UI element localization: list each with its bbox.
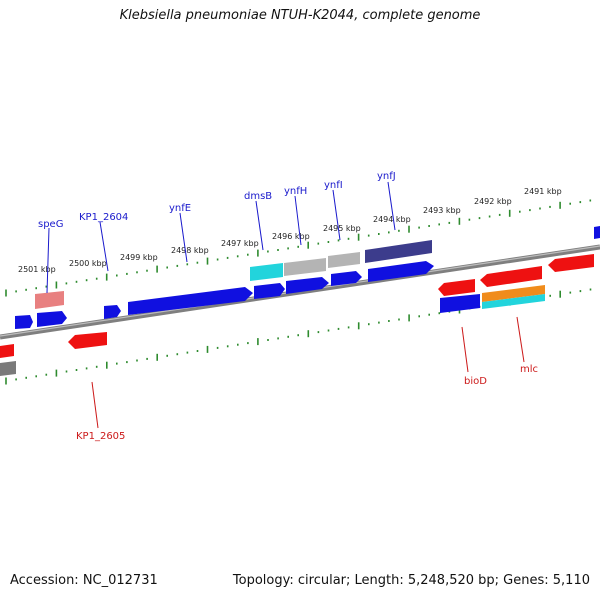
gene-red-arrow[interactable] (548, 254, 594, 272)
gene-silver-box-ynfI[interactable] (328, 252, 360, 268)
leader-ynfJ (387, 181, 396, 231)
gene-label-ynfH[interactable]: ynfH (284, 186, 307, 197)
map-title: Klebsiella pneumoniae NTUH-K2044, comple… (119, 8, 481, 23)
gene-silver-box-ynfH[interactable] (284, 258, 326, 276)
genome-summary-text: Topology: circular; Length: 5,248,520 bp… (232, 573, 590, 588)
scale-label-2499: 2499 kbp (120, 253, 158, 262)
gene-label-bioD[interactable]: bioD (464, 376, 487, 387)
gene-red-arrow[interactable] (480, 266, 542, 287)
gene-blue-arrow[interactable] (286, 277, 329, 294)
scale-label-2494: 2494 kbp (373, 215, 411, 224)
scale-label-2496: 2496 kbp (272, 232, 310, 241)
scale-labels: 2501 kbp 2500 kbp 2499 kbp 2498 kbp 2497… (18, 187, 562, 274)
reverse-genes (0, 254, 594, 376)
scale-label-2501: 2501 kbp (18, 265, 56, 274)
gene-blue-arrow[interactable] (104, 305, 121, 319)
label-leaders (46, 181, 525, 429)
leader-dmsB (255, 200, 264, 251)
leader-mlc (516, 316, 525, 363)
gene-blue-arrow[interactable] (331, 271, 362, 286)
gene-red-arrow-KP1_2605[interactable] (68, 332, 107, 349)
gene-label-speG[interactable]: speG (38, 219, 63, 230)
gene-label-ynfI[interactable]: ynfI (324, 180, 343, 191)
gene-blue-arrow[interactable] (15, 315, 33, 329)
gene-labels: speG KP1_2604 ynfE dmsB ynfH ynfI ynfJ b… (38, 171, 538, 442)
scale-label-2491: 2491 kbp (524, 187, 562, 196)
gene-red-arrow[interactable] (438, 279, 475, 296)
lower-tick-track (5, 288, 592, 385)
gene-blue-arrow[interactable] (37, 311, 67, 327)
scale-label-2497: 2497 kbp (221, 239, 259, 248)
gene-salmon-box[interactable] (35, 291, 64, 309)
gene-label-mlc[interactable]: mlc (520, 364, 538, 375)
gene-blue-arrow[interactable] (368, 261, 434, 282)
gene-blue-arrow[interactable] (594, 226, 600, 239)
accession-text: Accession: NC_012731 (10, 573, 158, 588)
scale-label-2495: 2495 kbp (323, 224, 361, 233)
leader-ynfE (179, 212, 188, 263)
gene-label-KP1_2604[interactable]: KP1_2604 (79, 212, 128, 223)
leader-ynfI (332, 189, 341, 241)
scale-label-2498: 2498 kbp (171, 246, 209, 255)
gene-blue-arrow-ynfE[interactable] (128, 287, 253, 315)
scale-label-2493: 2493 kbp (423, 206, 461, 215)
gene-orange-box-mlc[interactable] (482, 285, 545, 302)
gene-label-ynfJ[interactable]: ynfJ (377, 171, 396, 182)
leader-bioD (461, 326, 469, 373)
upper-tick-track (5, 199, 592, 297)
gene-label-ynfE[interactable]: ynfE (169, 203, 191, 214)
gene-label-dmsB[interactable]: dmsB (244, 191, 272, 202)
forward-genes (15, 226, 600, 329)
scale-label-2500: 2500 kbp (69, 259, 107, 268)
leader-speG (46, 227, 50, 294)
leader-KP1_2604 (99, 221, 109, 272)
gene-navy-box-ynfJ[interactable] (365, 240, 432, 263)
scale-label-2492: 2492 kbp (474, 197, 512, 206)
leader-ynfH (294, 195, 302, 246)
gene-gray-box[interactable] (0, 361, 16, 376)
gene-cyan-box[interactable] (482, 294, 545, 309)
gene-cyan-box-dmsB[interactable] (250, 263, 283, 281)
gene-label-KP1_2605[interactable]: KP1_2605 (76, 431, 125, 442)
gene-blue-arrow[interactable] (254, 283, 285, 299)
gene-red-arrow[interactable] (0, 344, 14, 358)
gene-blue-box-bioD[interactable] (440, 294, 480, 313)
leader-KP1_2605 (91, 381, 99, 429)
